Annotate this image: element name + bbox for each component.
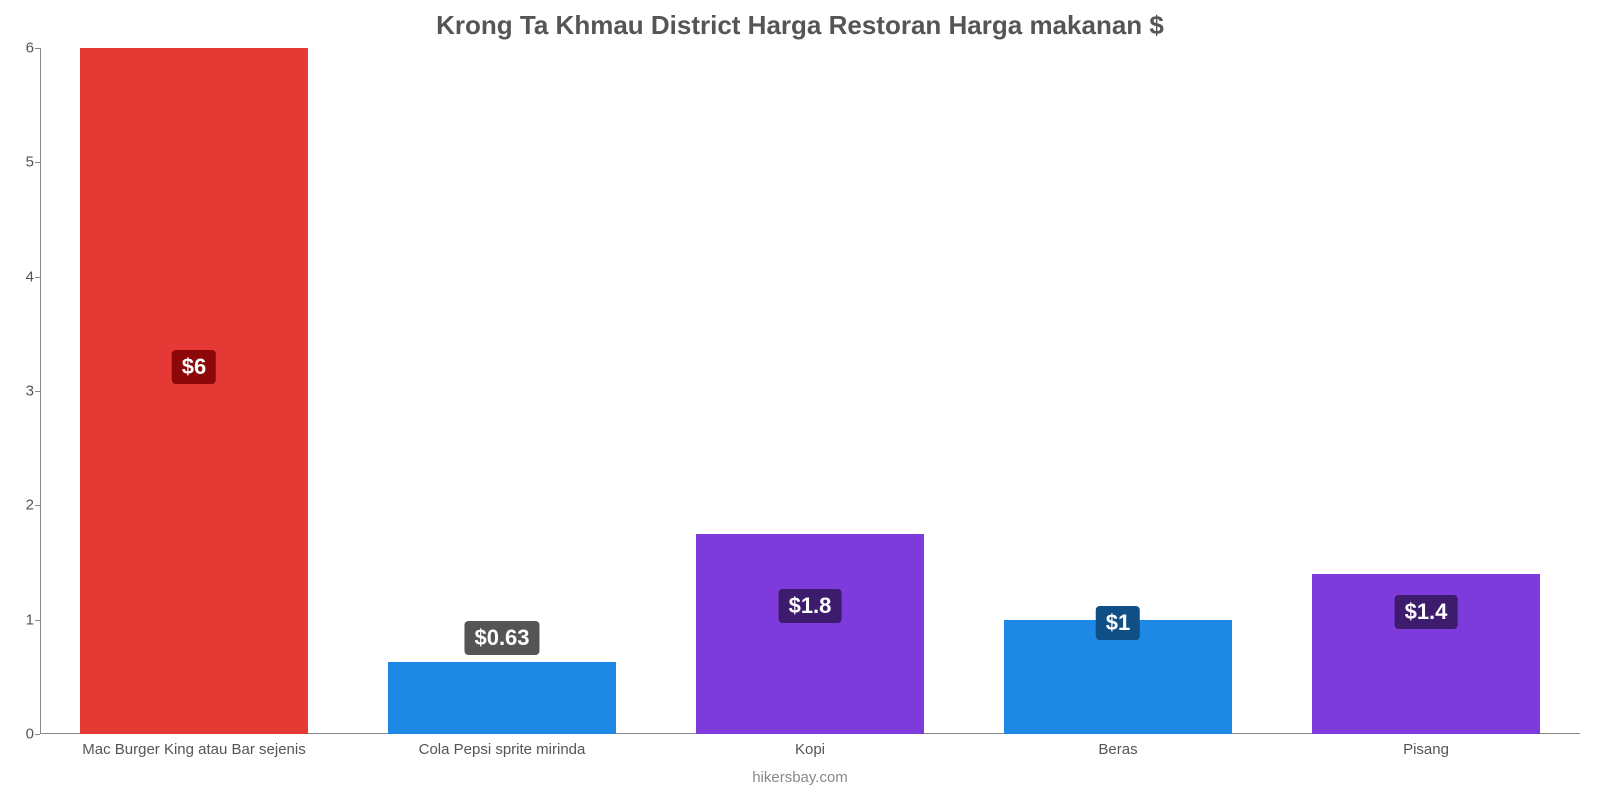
chart-bar: $1.4 (1312, 574, 1540, 734)
price-bar-chart: Krong Ta Khmau District Harga Restoran H… (0, 0, 1600, 800)
chart-bar: $0.63 (388, 662, 616, 734)
bar-value-badge: $0.63 (464, 621, 539, 655)
bars-row: $6 $0.63 $1.8 $1 $1.4 (40, 48, 1580, 734)
y-tick-label: 3 (12, 383, 34, 400)
y-tick-label: 6 (12, 40, 34, 57)
bar-slot: $1.4 (1272, 48, 1580, 734)
bar-value-badge: $1.8 (779, 589, 842, 623)
bar-slot: $6 (40, 48, 348, 734)
x-axis-label: Cola Pepsi sprite mirinda (348, 741, 656, 758)
bar-slot: $1.8 (656, 48, 964, 734)
chart-bar: $6 (80, 48, 308, 734)
chart-title: Krong Ta Khmau District Harga Restoran H… (0, 10, 1600, 41)
x-axis-label: Beras (964, 741, 1272, 758)
y-tick-mark (35, 734, 40, 735)
y-tick-label: 4 (12, 268, 34, 285)
bar-value-badge: $6 (172, 350, 216, 384)
x-axis-label: Mac Burger King atau Bar sejenis (40, 741, 348, 758)
y-tick-label: 2 (12, 497, 34, 514)
y-tick-label: 0 (12, 726, 34, 743)
chart-source: hikersbay.com (0, 769, 1600, 786)
bar-slot: $0.63 (348, 48, 656, 734)
y-tick-label: 1 (12, 611, 34, 628)
x-axis-label: Kopi (656, 741, 964, 758)
plot-area: 0123456 $6$0.63$1.8$1$1.4 (40, 48, 1580, 734)
y-tick-label: 5 (12, 154, 34, 171)
bar-slot: $1 (964, 48, 1272, 734)
x-axis-labels: Mac Burger King atau Bar sejenisCola Pep… (40, 741, 1580, 758)
bar-value-badge: $1 (1096, 606, 1140, 640)
chart-bar: $1.8 (696, 534, 924, 734)
x-axis-label: Pisang (1272, 741, 1580, 758)
chart-bar: $1 (1004, 620, 1232, 734)
bar-value-badge: $1.4 (1395, 595, 1458, 629)
